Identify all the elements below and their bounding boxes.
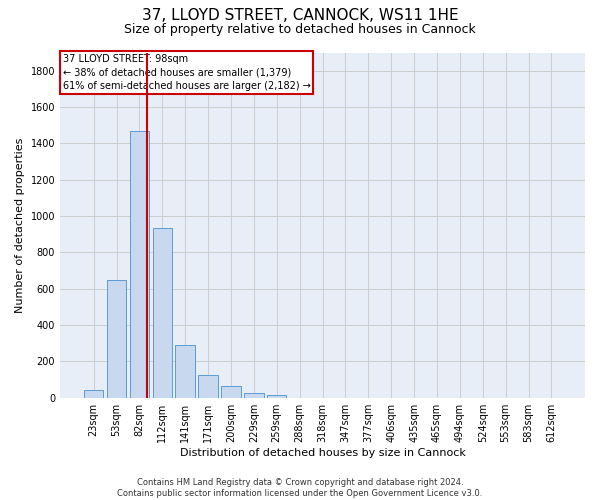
- Bar: [175, 345, 195, 398]
- Y-axis label: Number of detached properties: Number of detached properties: [15, 138, 25, 313]
- Bar: [221, 386, 241, 398]
- Bar: [199, 375, 218, 398]
- Bar: [107, 280, 126, 398]
- Text: 37 LLOYD STREET: 98sqm
← 38% of detached houses are smaller (1,379)
61% of semi-: 37 LLOYD STREET: 98sqm ← 38% of detached…: [62, 54, 311, 90]
- X-axis label: Distribution of detached houses by size in Cannock: Distribution of detached houses by size …: [179, 448, 466, 458]
- Text: Contains HM Land Registry data © Crown copyright and database right 2024.
Contai: Contains HM Land Registry data © Crown c…: [118, 478, 482, 498]
- Text: 37, LLOYD STREET, CANNOCK, WS11 1HE: 37, LLOYD STREET, CANNOCK, WS11 1HE: [142, 8, 458, 22]
- Bar: [267, 395, 286, 398]
- Bar: [130, 130, 149, 398]
- Bar: [244, 393, 263, 398]
- Bar: [84, 390, 103, 398]
- Text: Size of property relative to detached houses in Cannock: Size of property relative to detached ho…: [124, 22, 476, 36]
- Bar: [152, 228, 172, 398]
